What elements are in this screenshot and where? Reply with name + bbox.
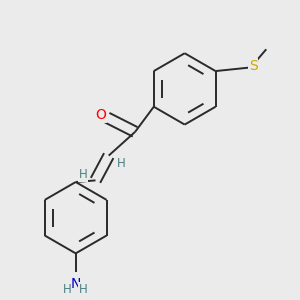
Text: H: H xyxy=(79,168,87,181)
Text: H: H xyxy=(79,283,87,296)
Text: S: S xyxy=(249,59,258,73)
Text: N: N xyxy=(70,277,81,291)
Text: H: H xyxy=(117,158,126,170)
Text: H: H xyxy=(63,283,72,296)
Text: O: O xyxy=(96,108,106,122)
